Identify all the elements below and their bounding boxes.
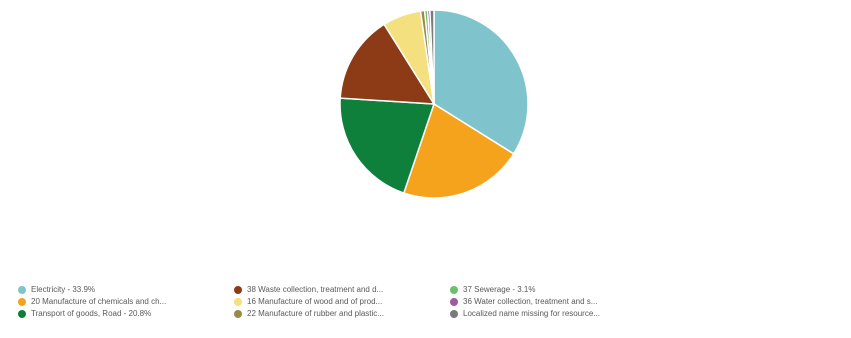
legend-label: 36 Water collection, treatment and s... — [463, 297, 598, 306]
legend-item[interactable]: 37 Sewerage - 3.1% — [450, 284, 666, 295]
legend-swatch — [450, 285, 458, 294]
legend-item[interactable]: 16 Manufacture of wood and of prod... — [234, 296, 450, 307]
legend-swatch — [18, 285, 26, 294]
legend-swatch — [18, 309, 26, 318]
pie-slice-1[interactable] — [402, 102, 515, 199]
legend-item[interactable]: 20 Manufacture of chemicals and ch... — [18, 296, 234, 307]
legend-swatch — [450, 297, 458, 306]
legend-item[interactable]: 38 Waste collection, treatment and d... — [234, 284, 450, 295]
legend-swatch — [234, 285, 242, 294]
chart-legend: Electricity - 33.9% 38 Waste collection, … — [18, 284, 838, 319]
legend-swatch — [18, 297, 26, 306]
legend-label: Localized name missing for resource... — [463, 309, 600, 318]
legend-swatch — [234, 309, 242, 318]
legend-swatch — [450, 309, 458, 318]
legend-label: Transport of goods, Road - 20.8% — [31, 309, 152, 318]
legend-label: 22 Manufacture of rubber and plastic... — [247, 309, 384, 318]
pie-slices — [339, 9, 529, 199]
legend-label: 38 Waste collection, treatment and d... — [247, 285, 384, 294]
pie-slice-3[interactable] — [339, 23, 436, 105]
pie-slice-2[interactable] — [339, 97, 436, 194]
legend-label: 20 Manufacture of chemicals and ch... — [31, 297, 167, 306]
legend-item[interactable]: Localized name missing for resource... — [450, 308, 666, 319]
legend-label: 37 Sewerage - 3.1% — [463, 285, 536, 294]
legend-swatch — [234, 297, 242, 306]
legend-label: Electricity - 33.9% — [31, 285, 96, 294]
legend-label: 16 Manufacture of wood and of prod... — [247, 297, 383, 306]
pie-slice-8[interactable] — [429, 9, 435, 105]
legend-item[interactable]: Electricity - 33.9% — [18, 284, 234, 295]
legend-item[interactable]: 22 Manufacture of rubber and plastic... — [234, 308, 450, 319]
legend-item[interactable]: 36 Water collection, treatment and s... — [450, 296, 666, 307]
legend-item[interactable]: Transport of goods, Road - 20.8% — [18, 308, 234, 319]
